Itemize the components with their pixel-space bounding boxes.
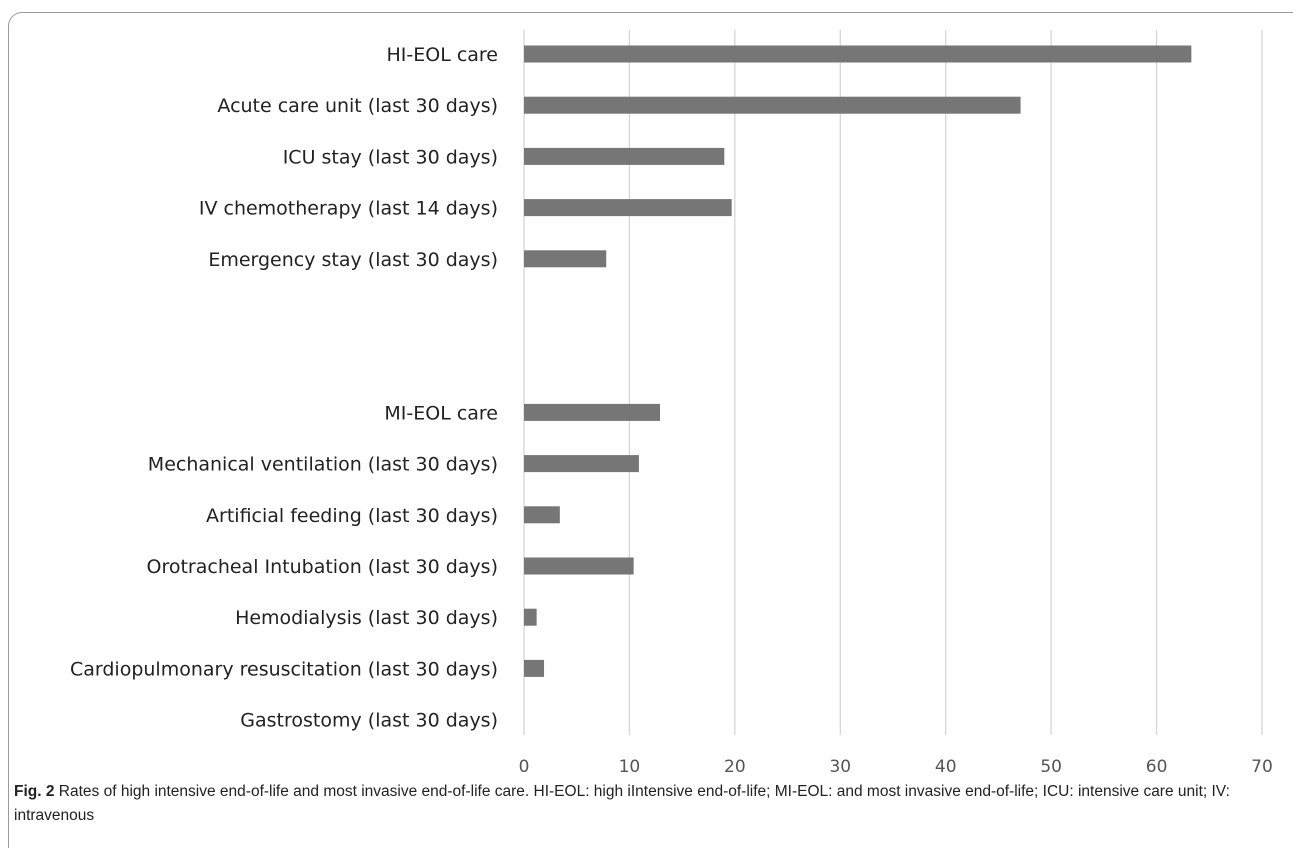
category-label: MI-EOL care: [384, 402, 498, 424]
figure-frame: [8, 12, 1293, 848]
category-labels: HI-EOL care Acute care unit (last 30 days…: [70, 44, 498, 732]
bar-chart: HI-EOL care Acute care unit (last 30 days…: [70, 30, 1273, 777]
bar: [524, 199, 732, 217]
chart-grid: [523, 30, 1263, 735]
bar: [524, 659, 545, 677]
bar: [524, 45, 1192, 63]
bar: [524, 506, 560, 524]
x-tick-label: 30: [829, 757, 851, 777]
bar: [524, 147, 725, 165]
category-label: ICU stay (last 30 days): [283, 146, 498, 168]
category-label: Acute care unit (last 30 days): [217, 95, 498, 117]
chart-bars: [524, 45, 1192, 677]
bar: [524, 250, 607, 268]
x-tick-label: 20: [724, 757, 746, 777]
bar: [524, 455, 639, 473]
category-label: Orotracheal Intubation (last 30 days): [147, 556, 499, 578]
category-label: Artificial feeding (last 30 days): [206, 505, 498, 527]
bar: [524, 96, 1021, 114]
category-label: HI-EOL care: [386, 44, 498, 66]
x-tick-label: 50: [1040, 757, 1062, 777]
category-label: Cardiopulmonary resuscitation (last 30 d…: [70, 658, 498, 680]
category-label: Hemodialysis (last 30 days): [235, 607, 498, 629]
figure-caption: Fig. 2 Rates of high intensive end-of-li…: [14, 780, 1264, 828]
category-label: IV chemotherapy (last 14 days): [199, 198, 498, 220]
x-tick-label: 0: [519, 757, 530, 777]
bar: [524, 608, 537, 626]
figure-label: Fig. 2: [14, 783, 55, 800]
category-label: Emergency stay (last 30 days): [208, 249, 498, 271]
x-tick-label: 70: [1251, 757, 1273, 777]
bar: [524, 403, 661, 421]
category-label: Mechanical ventilation (last 30 days): [148, 454, 498, 476]
x-tick-label: 40: [935, 757, 957, 777]
bar: [524, 557, 634, 575]
x-tick-label: 60: [1146, 757, 1168, 777]
caption-text: Rates of high intensive end-of-life and …: [14, 783, 1230, 824]
x-tick-labels: 0 10 20 30 40 50 60 70: [519, 757, 1273, 777]
category-label: Gastrostomy (last 30 days): [240, 710, 498, 732]
x-tick-label: 10: [619, 757, 641, 777]
